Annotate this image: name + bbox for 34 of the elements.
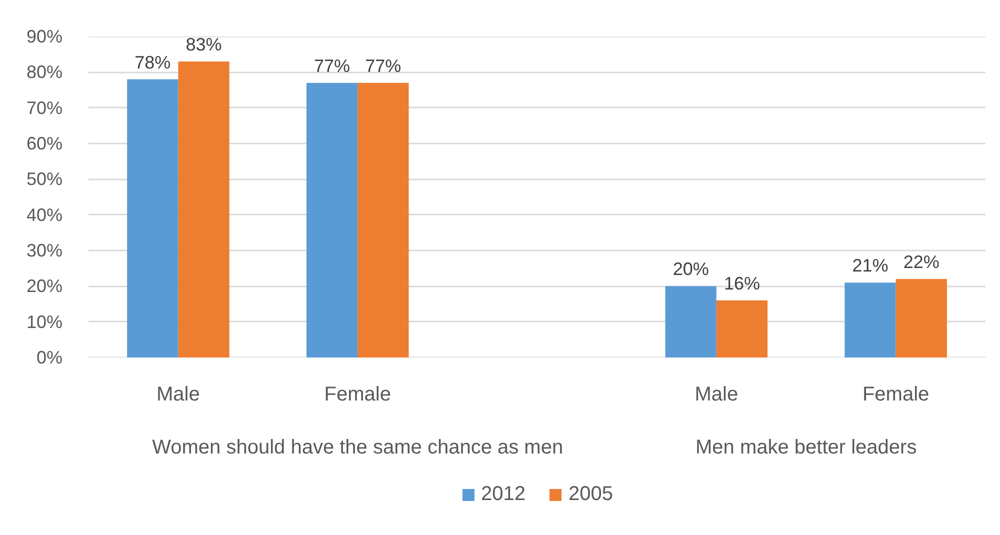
legend-label: 2005 xyxy=(568,483,613,506)
y-tick-label: 80% xyxy=(26,62,63,82)
y-tick-label: 20% xyxy=(26,276,63,296)
data-label: 16% xyxy=(724,273,760,294)
text: Women should have the same chance as men xyxy=(152,436,564,458)
x-tick-label: Female xyxy=(862,384,930,406)
bar xyxy=(716,300,768,358)
y-tick-label: 70% xyxy=(26,98,63,118)
y-tick-label: 30% xyxy=(26,240,63,260)
data-label: 20% xyxy=(672,259,709,280)
bar xyxy=(306,82,358,358)
x-tick-label: Male xyxy=(156,384,200,406)
x-tick-label: Male xyxy=(694,384,738,406)
data-label: 22% xyxy=(903,252,940,272)
bar xyxy=(127,79,178,358)
bar xyxy=(844,282,896,358)
y-tick-label: 10% xyxy=(26,312,63,332)
bar xyxy=(665,286,716,358)
y-tick-label: 40% xyxy=(26,204,63,225)
y-tick-label: 90% xyxy=(26,26,63,46)
data-label: 77% xyxy=(365,56,402,76)
x-tick-label: Female xyxy=(324,384,391,406)
data-label: 78% xyxy=(134,52,171,72)
y-tick-label: 50% xyxy=(26,169,63,190)
legend-label: 2012 xyxy=(481,483,526,506)
y-tick-label: 0% xyxy=(36,348,62,368)
y-tick-label: 60% xyxy=(26,134,63,154)
data-label: 77% xyxy=(314,56,350,76)
bar xyxy=(358,82,409,358)
bar xyxy=(178,61,230,358)
bar xyxy=(896,279,947,358)
data-label: 21% xyxy=(852,256,888,276)
text: Men make better leaders xyxy=(695,436,917,458)
data-label: 83% xyxy=(186,34,222,54)
